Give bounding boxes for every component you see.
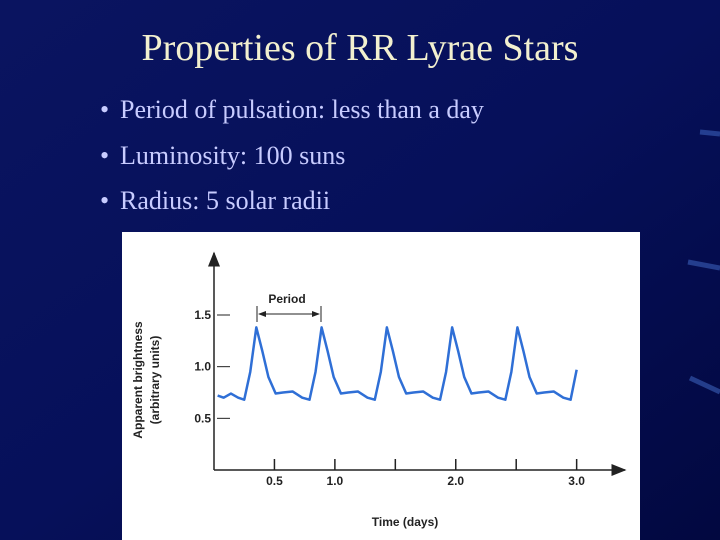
y-tick-label: 1.5 xyxy=(194,308,211,322)
y-tick-label: 0.5 xyxy=(194,411,211,425)
bullet-marker: • xyxy=(100,141,109,170)
x-tick-label: 2.0 xyxy=(447,474,464,488)
decoration xyxy=(687,129,720,395)
bullet-marker: • xyxy=(100,95,109,124)
annotation: Period xyxy=(268,292,305,306)
chart-panel xyxy=(122,232,640,540)
x-tick-label: 3.0 xyxy=(568,474,585,488)
line-series xyxy=(217,326,578,401)
x-tick-label: 1.0 xyxy=(327,474,344,488)
chart: Time (days) Apparent brightness (arbitra… xyxy=(131,251,627,529)
bullet-marker: • xyxy=(100,186,109,215)
y-axis-title: Apparent brightness xyxy=(131,321,145,439)
x-tick-label: 0.5 xyxy=(266,474,283,488)
y-axis-title: (arbitrary units) xyxy=(148,336,162,425)
bullet-list: • Period of pulsation: less than a day •… xyxy=(100,95,484,215)
bullet: Luminosity: 100 suns xyxy=(120,141,345,170)
x-axis-title: Time (days) xyxy=(372,515,438,529)
bullet: Period of pulsation: less than a day xyxy=(120,95,484,124)
y-tick-label: 1.0 xyxy=(194,360,211,374)
slide-title: Properties of RR Lyrae Stars xyxy=(142,27,579,69)
bullet: Radius: 5 solar radii xyxy=(120,186,330,215)
